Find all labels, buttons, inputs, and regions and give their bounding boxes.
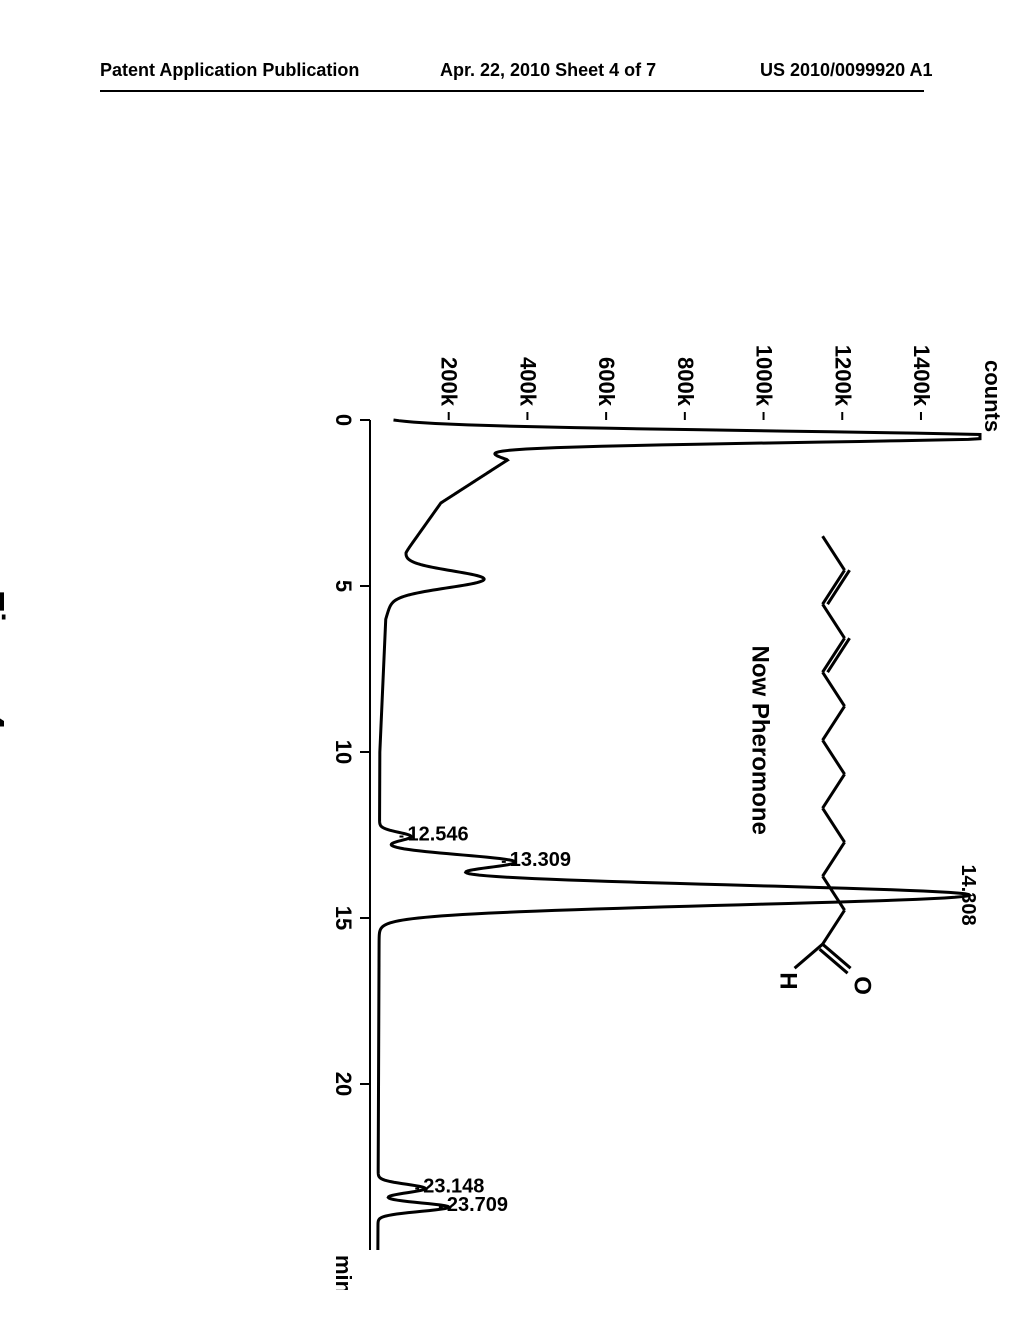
peak-label: 12.546 — [407, 824, 468, 846]
x-tick-label: 10 — [331, 740, 356, 764]
y-tick-label: 1200k — [830, 345, 855, 407]
molecule-bond — [823, 910, 845, 944]
atom-o-label: O — [849, 976, 876, 995]
peak-label: 13.309 — [510, 849, 571, 871]
molecule-bond — [823, 808, 845, 842]
molecule-bond — [823, 876, 845, 910]
molecule-bond — [823, 604, 845, 638]
molecule-bond — [823, 842, 845, 876]
atom-h-label: H — [775, 972, 802, 989]
y-tick-label: 1000k — [752, 345, 777, 407]
x-tick-label: 20 — [331, 1072, 356, 1096]
y-tick-label: 600k — [594, 357, 619, 407]
molecule-bond — [823, 672, 845, 706]
header-publication: Patent Application Publication — [100, 60, 359, 81]
molecule-bond — [823, 774, 845, 808]
molecule-double-bond — [828, 638, 850, 672]
figure-caption: Figure 4 — [0, 590, 12, 730]
peak-label: 23.709 — [447, 1194, 508, 1216]
molecule-bond — [823, 570, 845, 604]
molecule-label: Now Pheromone — [747, 646, 774, 835]
y-tick-label: 200k — [437, 357, 462, 407]
x-axis-label: min — [331, 1255, 356, 1290]
patent-header: Patent Application Publication Apr. 22, … — [0, 60, 1024, 100]
molecule-bond — [823, 638, 845, 672]
header-rule — [100, 90, 924, 92]
molecule-bond — [823, 740, 845, 774]
molecule-bond — [823, 536, 845, 570]
chromatogram-svg: 0 5 10 15 20 min 200k 400k 600k 800k 1000k 1200k 140… — [310, 310, 1010, 1290]
y-tick-label: 400k — [515, 357, 540, 407]
x-tick-label: 15 — [331, 906, 356, 930]
molecule-bond — [795, 944, 823, 968]
x-tick-label: 0 — [331, 414, 356, 426]
y-axis-label: counts — [980, 360, 1005, 432]
y-tick-label: 1400k — [909, 345, 934, 407]
peak-label: 14.308 — [957, 864, 979, 925]
x-tick-label: 5 — [331, 580, 356, 592]
chromatogram-figure: 05101520min200k400k600k800k1000k1200k140… — [30, 310, 1010, 1010]
y-tick-label: 800k — [673, 357, 698, 407]
header-date-sheet: Apr. 22, 2010 Sheet 4 of 7 — [440, 60, 656, 81]
header-patent-number: US 2010/0099920 A1 — [760, 60, 932, 81]
molecule-double-bond — [828, 570, 850, 604]
molecule-bond — [823, 706, 845, 740]
